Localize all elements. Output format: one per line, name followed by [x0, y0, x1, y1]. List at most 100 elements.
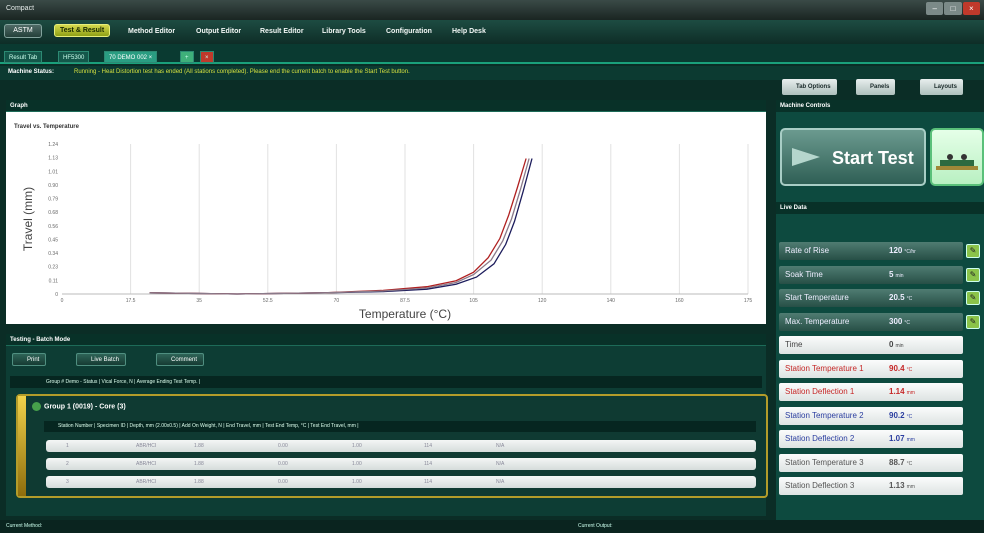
x-tick-label: 140	[607, 298, 616, 304]
group-title-text: Group 1 (0019) - Core (3)	[44, 403, 126, 411]
x-tick-label: 175	[744, 298, 753, 304]
table-cell: 1.00	[352, 461, 362, 467]
live-data-label: Start Temperature	[785, 293, 849, 302]
x-tick-label: 160	[675, 298, 684, 304]
print-button[interactable]: Print	[12, 353, 47, 366]
travel-temperature-chart[interactable]: Travel vs. Temperature 0 17.5 35 52.5 70 87.5 1…	[6, 112, 766, 324]
menu-result-editor[interactable]: Result Editor	[260, 28, 304, 35]
expand-icon[interactable]	[32, 402, 41, 411]
edit-icon[interactable]: ✎	[966, 314, 980, 329]
menu-output-editor[interactable]: Output Editor	[196, 28, 242, 35]
live-data-title: Live Data	[780, 205, 807, 211]
live-data-row: Soak Time 5 min	[779, 265, 963, 284]
menu-test-result[interactable]: Test & Result	[54, 24, 111, 37]
live-data-value: 120 °C/hr	[889, 246, 916, 255]
table-cell: 1.00	[352, 443, 362, 449]
edit-icon[interactable]: ✎	[966, 267, 980, 282]
live-data-value: 88.7 °C	[889, 457, 913, 467]
table-cell: 1.88	[194, 479, 204, 485]
x-tick-label: 17.5	[126, 298, 136, 304]
group-title[interactable]: Group 1 (0019) - Core (3)	[32, 402, 126, 411]
live-data-label: Station Deflection 1	[785, 387, 855, 396]
live-data-value: 1.14 mm	[889, 387, 915, 396]
close-icon[interactable]: ×	[962, 2, 980, 15]
live-data-value: 300 °C	[889, 316, 910, 326]
current-output-label: Current Output:	[578, 523, 613, 529]
tab-hf5300[interactable]: HF5300	[58, 51, 90, 63]
y-tick-label: 0.56	[48, 224, 58, 230]
specimen-column-header: Station Number | Specimen ID | Depth, mm…	[44, 421, 756, 432]
table-row[interactable]: 1 ABR/HCI 1.88 0.00 1.00 114 N/A	[46, 440, 756, 452]
live-data-label: Station Deflection 2	[785, 434, 855, 443]
edit-icon[interactable]: ✎	[966, 291, 980, 305]
table-cell: 1.88	[194, 461, 204, 467]
table-cell: N/A	[496, 479, 505, 485]
delete-tab-icon[interactable]: ×	[200, 51, 214, 63]
x-tick-label: 52.5	[263, 298, 273, 304]
tab-demo[interactable]: 70 DEMO 002 ×	[104, 51, 158, 63]
tab-result[interactable]: Result Tab	[4, 51, 43, 63]
live-data-label: Station Temperature 2	[785, 410, 864, 420]
y-tick-label: 1.13	[48, 156, 58, 162]
start-test-label: Start Test	[832, 148, 914, 168]
live-data-row: Station Deflection 3 1.13 mm	[779, 477, 963, 495]
series-line	[149, 158, 527, 295]
machine-controls-title: Machine Controls	[780, 103, 831, 109]
layouts-button[interactable]: Layouts	[920, 79, 964, 95]
testing-header-title: Testing - Batch Mode	[10, 337, 71, 343]
maximize-icon[interactable]: □	[944, 2, 962, 15]
live-data-label: Rate of Rise	[785, 246, 830, 255]
comment-button[interactable]: Comment	[156, 353, 205, 366]
window-title: Compact	[6, 5, 35, 12]
menu-help-desk[interactable]: Help Desk	[452, 28, 486, 35]
tab-options-button[interactable]: Tab Options	[782, 79, 837, 95]
live-data-value: 90.4 °C	[889, 363, 913, 373]
table-cell: 114	[424, 479, 432, 485]
status-message: Running - Heat Distortion test has ended…	[74, 69, 410, 75]
fixture-button[interactable]	[930, 128, 984, 186]
live-data-row: Max. Temperature 300 °C	[779, 312, 963, 331]
live-data-row: Start Temperature 20.5 °C	[779, 289, 963, 307]
ribbon-menu	[0, 20, 984, 44]
new-tab-icon[interactable]: +	[180, 51, 194, 63]
live-data-row: Rate of Rise 120 °C/hr	[779, 242, 963, 260]
table-row[interactable]: 3 ABR/HCI 1.88 0.00 1.00 114 N/A	[46, 476, 756, 488]
start-test-button[interactable]	[780, 128, 926, 186]
menu-library-tools[interactable]: Library Tools	[322, 28, 366, 35]
live-data-value: 0 min	[889, 340, 904, 349]
table-cell: 1	[66, 443, 69, 449]
y-axis-label: Travel (mm)	[21, 187, 35, 251]
table-cell: ABR/HCI	[136, 479, 157, 485]
testing-panel-header: Testing - Batch Mode	[6, 334, 766, 346]
x-tick-label: 70	[334, 298, 340, 304]
live-data-row: Station Temperature 2 90.2 °C	[779, 406, 963, 425]
menu-method-editor[interactable]: Method Editor	[128, 28, 176, 35]
minimize-icon[interactable]: –	[926, 2, 944, 15]
fixture-icon	[936, 154, 978, 170]
menu-configuration[interactable]: Configuration	[386, 28, 432, 35]
graph-panel-header: Graph	[6, 100, 766, 112]
live-data-label: Station Temperature 1	[785, 363, 864, 373]
machine-controls-header: Machine Controls	[776, 100, 980, 112]
window-controls: – □ ×	[926, 2, 980, 15]
machine-status-bar	[0, 66, 984, 80]
app-menu-button[interactable]: ASTM	[4, 24, 42, 38]
live-data-value: 90.2 °C	[889, 410, 913, 420]
table-cell: 0.00	[278, 461, 288, 467]
live-data-value: 20.5 °C	[889, 293, 913, 302]
table-row[interactable]: 2 ABR/HCI 1.88 0.00 1.00 114 N/A	[46, 458, 756, 470]
table-cell: 3	[66, 479, 69, 485]
table-cell: 114	[424, 443, 432, 449]
y-tick-label: 1.24	[48, 142, 58, 148]
group-column-header: Group # Demo - Status | Vical Force, N |…	[10, 376, 762, 388]
y-tick-label: 0.45	[48, 237, 58, 243]
table-cell: 114	[424, 461, 432, 467]
live-data-row: Station Deflection 1 1.14 mm	[779, 383, 963, 401]
live-batch-button[interactable]: Live Batch	[76, 353, 127, 366]
edit-icon[interactable]: ✎	[966, 244, 980, 258]
panels-button[interactable]: Panels	[856, 79, 896, 95]
y-tick-label: 0.23	[48, 265, 58, 271]
live-data-row: Station Temperature 1 90.4 °C	[779, 359, 963, 378]
live-data-header: Live Data	[776, 202, 984, 214]
table-cell: ABR/HCI	[136, 443, 157, 449]
